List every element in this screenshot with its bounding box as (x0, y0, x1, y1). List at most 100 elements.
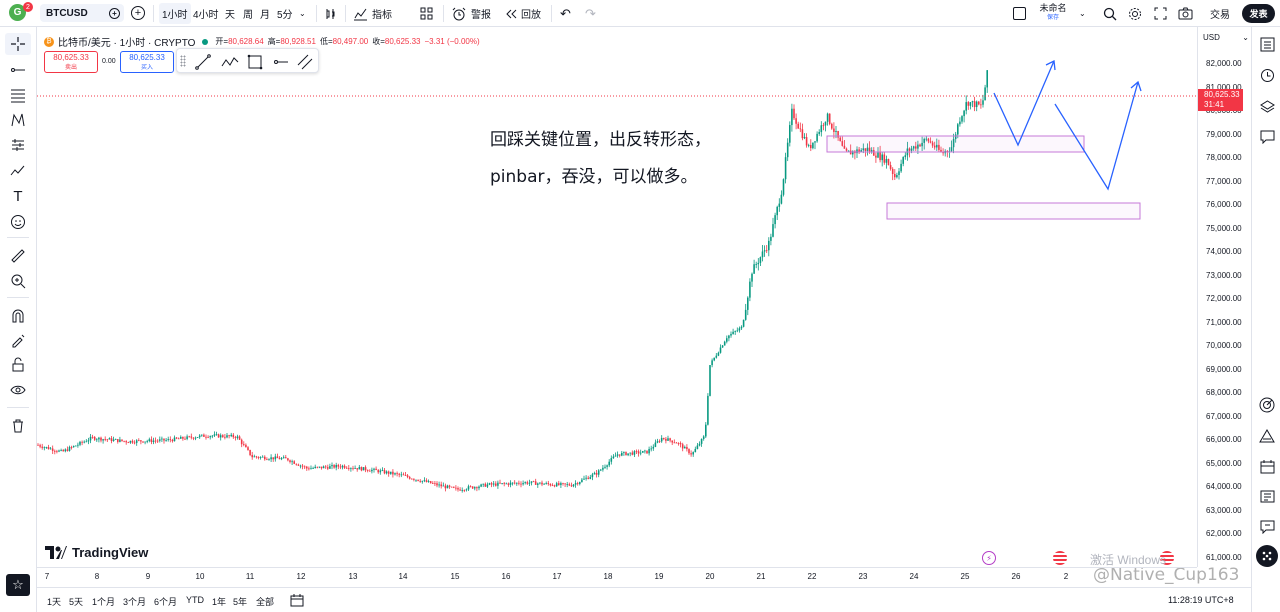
alerts-clock-icon[interactable] (1256, 64, 1278, 86)
candle-body (415, 479, 417, 481)
interval-day[interactable]: 天 (225, 10, 235, 21)
chat-icon[interactable] (1256, 125, 1278, 147)
candle-body (730, 333, 732, 336)
range-button[interactable]: 5年 (233, 597, 248, 607)
magnet-icon[interactable] (5, 305, 31, 327)
undo-icon[interactable]: ↶ (560, 5, 571, 21)
news-icon[interactable] (1256, 485, 1278, 507)
interval-4h[interactable]: 4小时 (193, 10, 219, 21)
help-icon[interactable] (1256, 545, 1278, 567)
time-tick: 26 (1011, 572, 1021, 581)
candle-body (555, 483, 558, 487)
candle-body (421, 480, 424, 482)
interval-month[interactable]: 月 (260, 10, 270, 21)
us-flag-event-icon[interactable] (1053, 551, 1067, 565)
price-axis[interactable]: USD⌄ 82,000.0081,000.0080,000.0079,000.0… (1197, 27, 1251, 567)
watchlist-icon[interactable] (1256, 33, 1278, 55)
lightning-event-icon[interactable]: ⚡ (982, 551, 996, 565)
symbol-title[interactable]: 比特币/美元 · 1小时 · CRYPTO (58, 38, 196, 49)
buy-button[interactable]: 80,625.33 买入 (120, 51, 174, 73)
drag-handle-icon[interactable] (180, 55, 186, 67)
projection-path-2[interactable] (1054, 81, 1139, 191)
interval-5m[interactable]: 5分 (277, 10, 293, 21)
lock-drawing-icon[interactable] (5, 329, 31, 351)
calendar-icon[interactable] (1256, 455, 1278, 477)
candle-body (127, 442, 130, 444)
notifications-icon[interactable] (1256, 515, 1278, 537)
range-button[interactable]: YTD (186, 595, 204, 605)
camera-icon[interactable] (1178, 0, 1193, 27)
candle-body (335, 465, 337, 468)
redo-icon[interactable]: ↷ (585, 5, 596, 21)
currency-selector[interactable]: USD ⌄ (1203, 33, 1249, 42)
pattern-icon[interactable] (5, 109, 31, 131)
replay-button[interactable]: 回放 (505, 0, 541, 27)
range-button[interactable]: 1天 (47, 597, 62, 607)
ruler-icon[interactable] (5, 245, 31, 267)
us-flag-event-icon-2[interactable] (1160, 551, 1174, 565)
chart-type-icon[interactable] (324, 0, 338, 27)
add-compare-icon[interactable]: + (109, 7, 120, 19)
range-button[interactable]: 全部 (256, 597, 275, 607)
resistance-zone[interactable] (826, 135, 1085, 153)
symbol-search[interactable]: BTCUSD + (40, 4, 124, 22)
range-button[interactable]: 6个月 (154, 597, 178, 607)
time-axis[interactable]: 7 8 9 10 11 12 13 14 15 16 17 18 19 20 21 22 23 24 25 26 2 (37, 567, 1197, 587)
price-chart[interactable] (37, 27, 1197, 567)
projection-path-1[interactable] (993, 60, 1055, 147)
layout-name[interactable]: 未命名 保存 (1039, 3, 1067, 21)
trade-button[interactable]: 交易 (1210, 10, 1230, 21)
fullscreen-checkbox-icon[interactable] (1013, 7, 1026, 20)
fullscreen-icon[interactable] (1154, 0, 1167, 27)
candle-body (677, 443, 680, 444)
candle-body (537, 483, 539, 485)
text-icon[interactable]: T (13, 187, 23, 205)
interval-1h[interactable]: 1小时 (159, 3, 191, 24)
target-icon[interactable] (1256, 394, 1278, 416)
range-button[interactable]: 1年 (212, 597, 227, 607)
indicators-button[interactable]: 指标 (353, 0, 392, 27)
crosshair-icon[interactable] (5, 33, 31, 55)
prediction-icon[interactable] (5, 134, 31, 156)
parallel-channel-icon[interactable] (297, 54, 313, 70)
date-range-calendar-icon[interactable] (290, 593, 304, 612)
candle-body (83, 441, 85, 443)
range-button[interactable]: 1个月 (92, 597, 116, 607)
range-button[interactable]: 5天 (69, 597, 84, 607)
line-tool-icon[interactable] (195, 54, 211, 70)
eye-icon[interactable] (5, 379, 31, 401)
avatar[interactable]: G (9, 4, 26, 21)
publish-button[interactable]: 发表 (1242, 4, 1275, 23)
candle-body (469, 486, 472, 488)
support-zone[interactable] (886, 202, 1141, 220)
sell-button[interactable]: 80,625.33 卖出 (44, 51, 98, 73)
interval-dropdown-icon[interactable]: ⌄ (299, 9, 306, 18)
add-symbol-icon[interactable]: + (131, 6, 145, 20)
candle-body (45, 446, 48, 448)
annotation-text[interactable]: 回踩关键位置，出反转形态， pinbar，吞没，可以做多。 (490, 130, 711, 187)
interval-week[interactable]: 周 (243, 10, 253, 21)
candle-body (961, 116, 963, 122)
trend-line-icon[interactable] (5, 59, 31, 81)
unlock-icon[interactable] (5, 354, 31, 376)
clock-display[interactable]: 11:28:19 UTC+8 (1168, 595, 1234, 605)
favorites-star-icon[interactable]: ☆ (6, 574, 30, 596)
alert-button[interactable]: 警报 (452, 0, 491, 27)
horizontal-ray-icon[interactable] (273, 54, 289, 70)
candle-body (377, 470, 379, 473)
brush-icon[interactable] (5, 160, 31, 182)
layouts-grid-icon[interactable] (420, 0, 433, 27)
path-tool-icon[interactable] (221, 54, 239, 70)
settings-gear-icon[interactable] (1128, 0, 1142, 27)
fib-retracement-icon[interactable] (5, 84, 31, 106)
layers-icon[interactable] (1256, 95, 1278, 117)
layout-dropdown-icon[interactable]: ⌄ (1079, 9, 1086, 18)
search-icon[interactable] (1103, 0, 1117, 27)
emoji-icon[interactable] (5, 211, 31, 233)
zoom-in-icon[interactable] (5, 270, 31, 292)
candle-body (591, 474, 594, 478)
trash-icon[interactable] (5, 415, 31, 437)
rectangle-tool-icon[interactable] (247, 54, 263, 70)
ideas-triangle-icon[interactable] (1256, 425, 1278, 447)
range-button[interactable]: 3个月 (123, 597, 147, 607)
